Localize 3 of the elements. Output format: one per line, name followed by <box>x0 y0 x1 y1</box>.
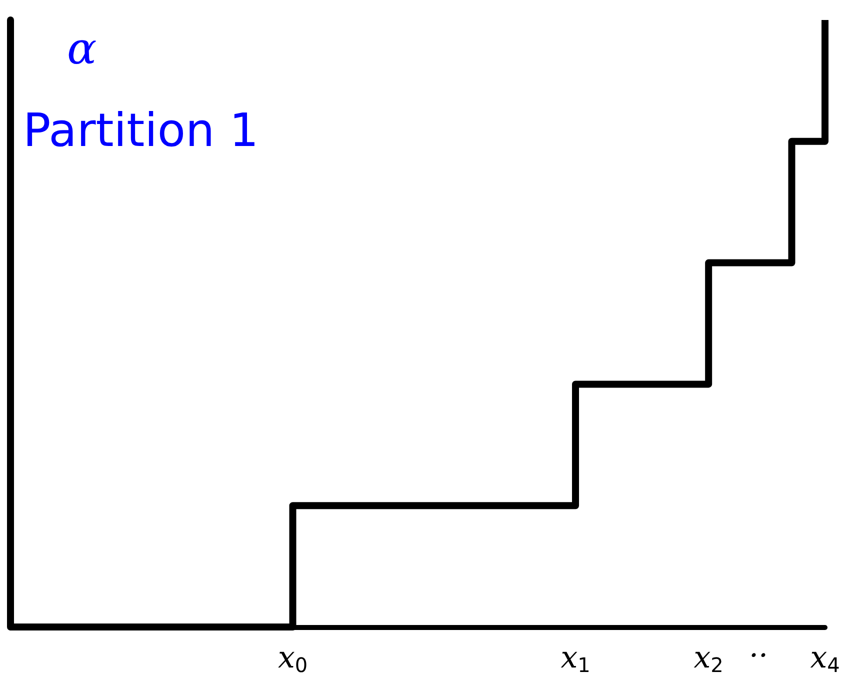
text: Partition 1 <box>23 103 259 157</box>
y-axis-title: α <box>67 24 97 74</box>
x-tick-label: ·· <box>748 638 768 674</box>
